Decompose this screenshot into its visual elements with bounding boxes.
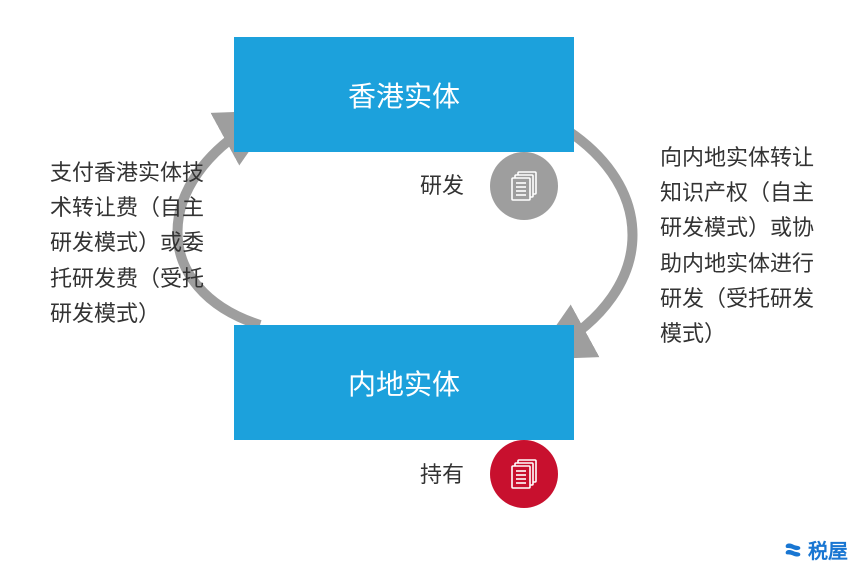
documents-icon: [490, 440, 558, 508]
flow-diagram: 香港实体 内地实体 支付香港实体技术转让费（自主研发模式）或委托研发费（受托研发…: [0, 0, 860, 570]
rd-label: 研发: [420, 168, 464, 200]
watermark-text: 税屋: [808, 535, 848, 564]
right-arrow: [550, 120, 633, 350]
documents-icon: [490, 152, 558, 220]
watermark: 税屋: [782, 535, 848, 564]
node-label: 内地实体: [348, 363, 460, 403]
node-mainland-entity: 内地实体: [234, 325, 574, 440]
hold-label: 持有: [420, 457, 464, 489]
right-edge-label: 向内地实体转让知识产权（自主研发模式）或协助内地实体进行研发（受托研发模式）: [660, 140, 820, 351]
node-label: 香港实体: [348, 75, 460, 115]
watermark-logo-icon: [782, 539, 804, 561]
left-edge-label: 支付香港实体技术转让费（自主研发模式）或委托研发费（受托研发模式）: [50, 155, 210, 331]
node-hongkong-entity: 香港实体: [234, 37, 574, 152]
